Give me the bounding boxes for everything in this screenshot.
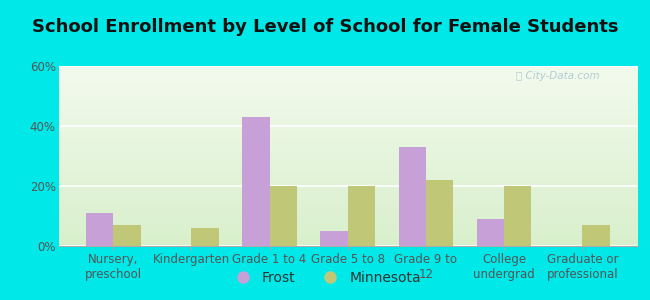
- Bar: [320, 231, 348, 246]
- Bar: [476, 219, 504, 246]
- Bar: [113, 225, 140, 246]
- Legend: Frost, Minnesota: Frost, Minnesota: [223, 265, 427, 290]
- Bar: [348, 186, 375, 246]
- Text: School Enrollment by Level of School for Female Students: School Enrollment by Level of School for…: [32, 18, 618, 36]
- Bar: [86, 213, 113, 246]
- Bar: [270, 186, 297, 246]
- Text: ⓘ City-Data.com: ⓘ City-Data.com: [515, 71, 599, 81]
- Bar: [398, 147, 426, 246]
- Bar: [426, 180, 453, 246]
- Bar: [504, 186, 532, 246]
- Bar: [582, 225, 610, 246]
- Bar: [242, 117, 270, 246]
- Bar: [191, 228, 219, 246]
